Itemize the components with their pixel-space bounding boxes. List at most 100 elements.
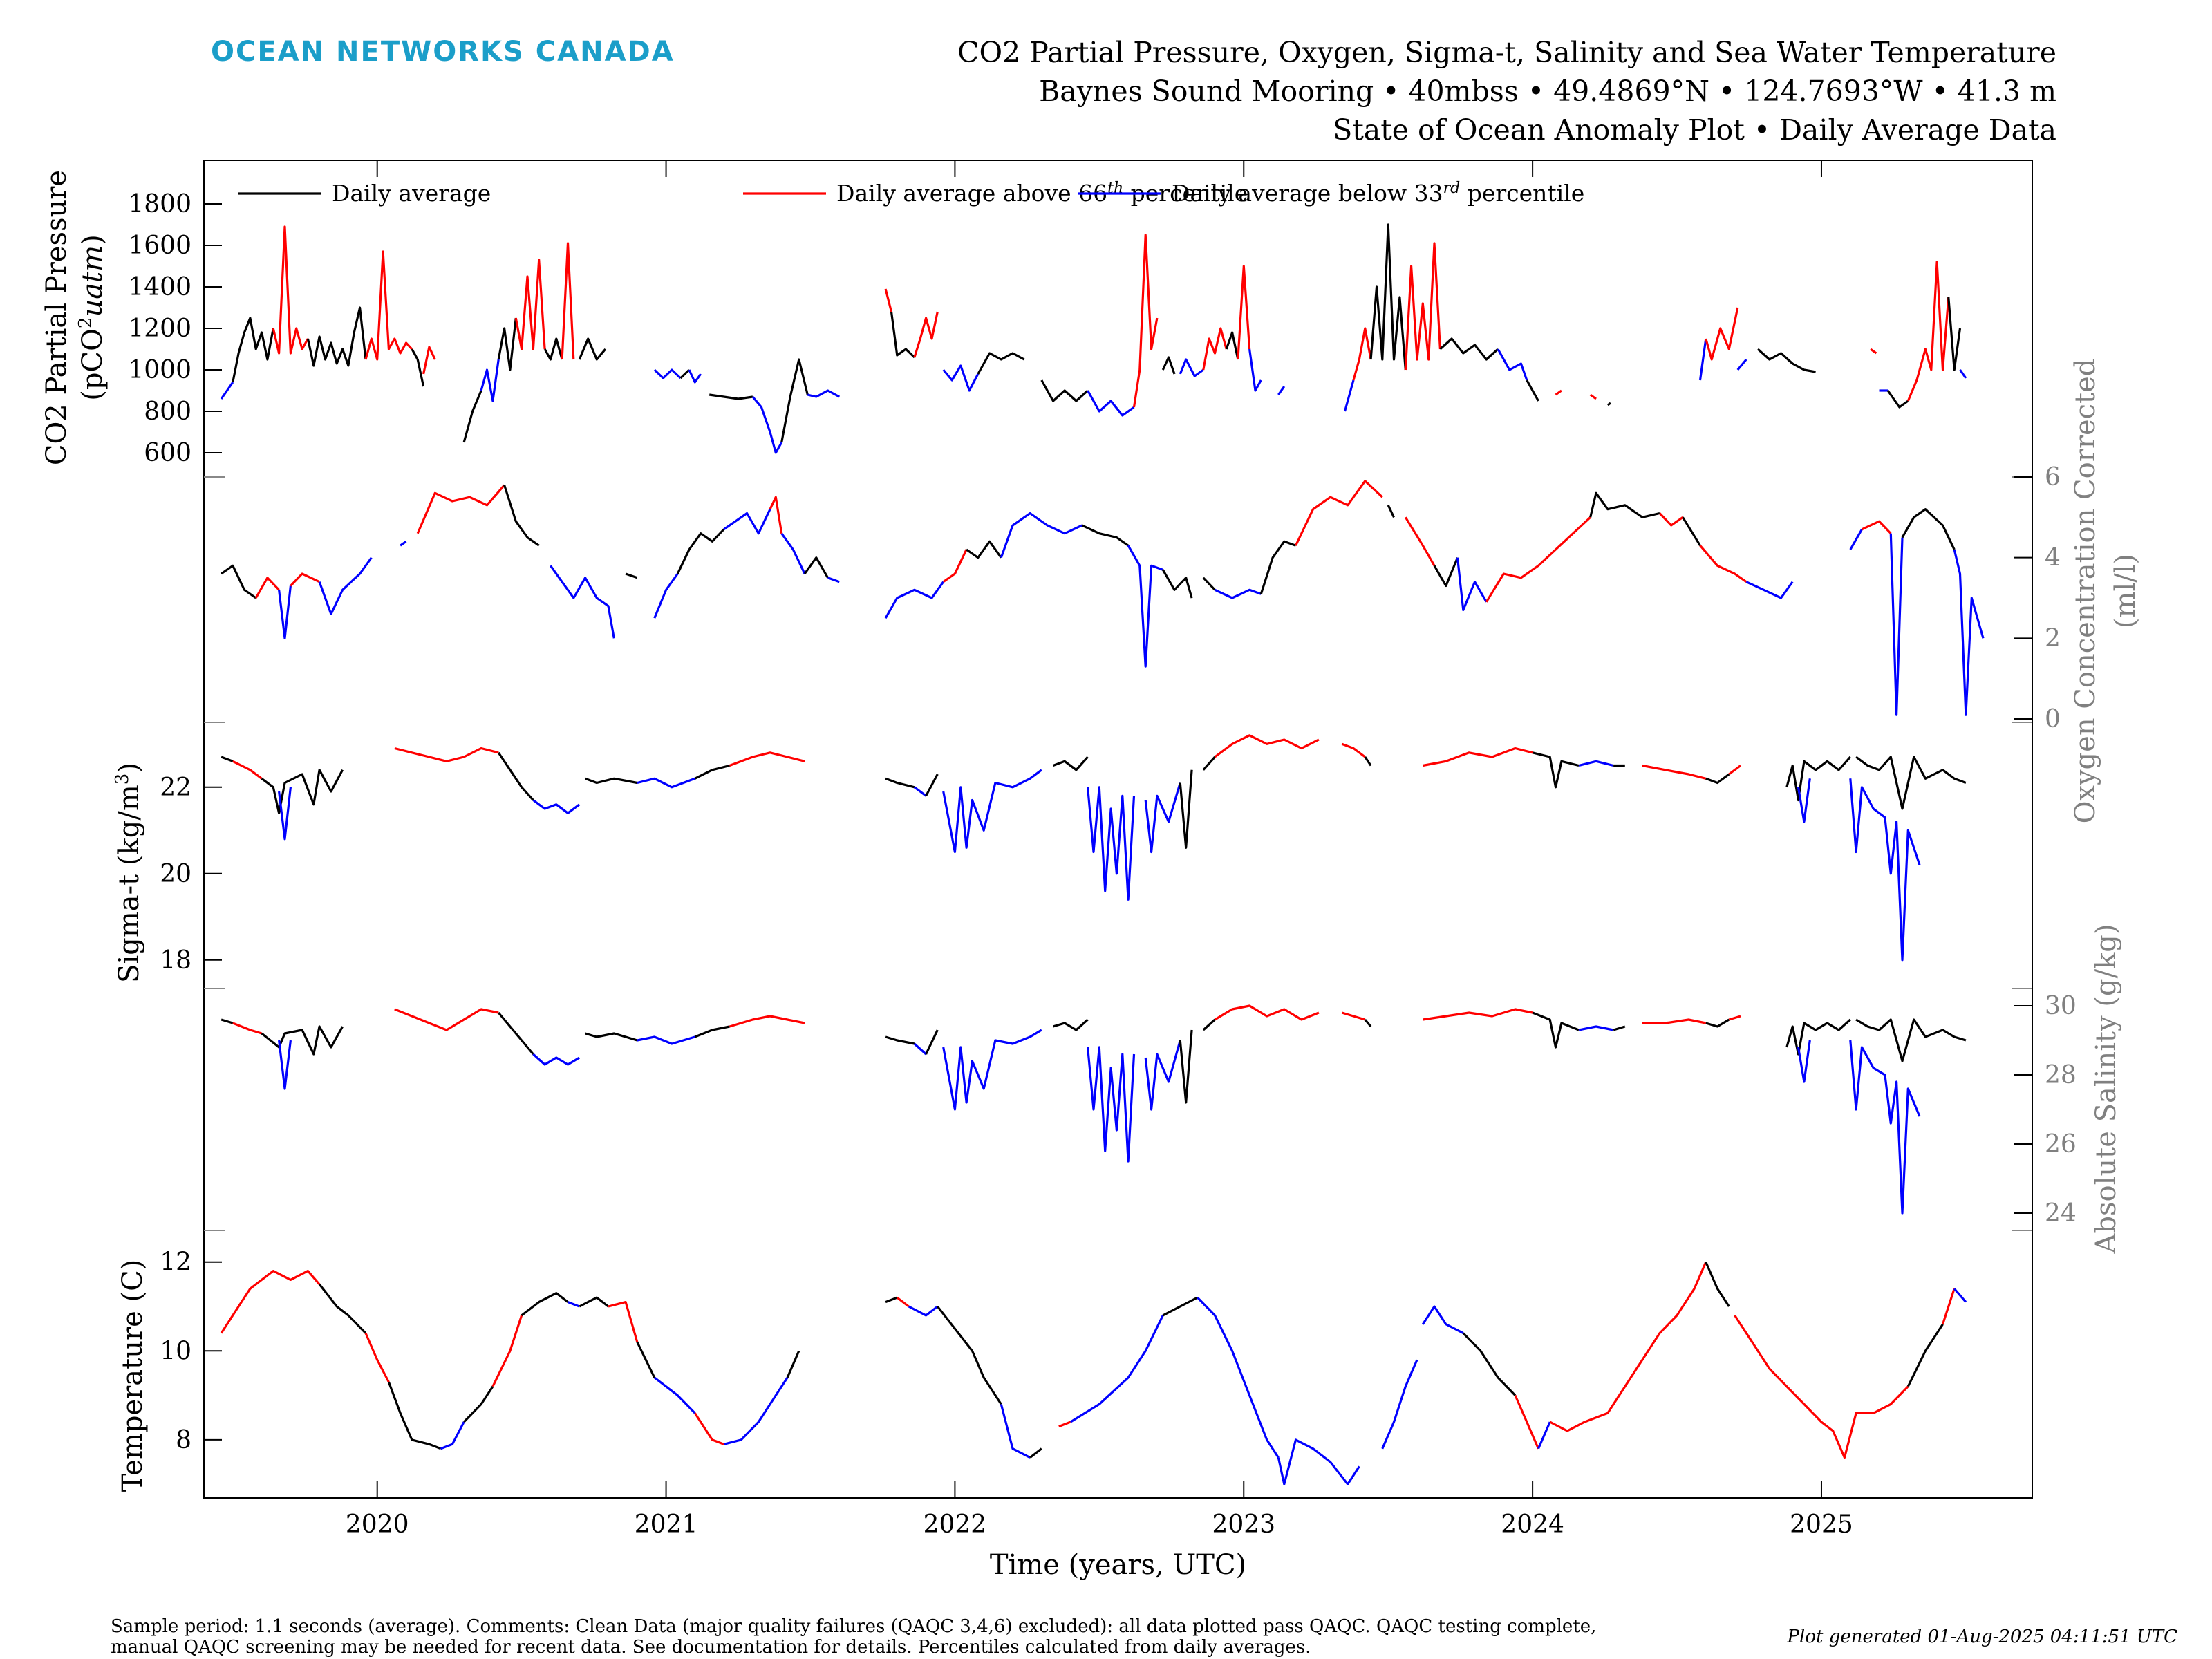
salinity-series-blue (1087, 1046, 1136, 1163)
co2-series-black (497, 317, 517, 371)
sigma_t-series-red (232, 760, 263, 780)
salinity-series-black (585, 1032, 638, 1042)
series-layer (220, 223, 1985, 1485)
temperature-series-blue (1421, 1305, 1464, 1335)
co2-series-red (1132, 234, 1159, 408)
chart-title: CO2 Partial Pressure, Oxygen, Sigma-t, S… (957, 36, 2056, 69)
oxygen-series-red (1699, 545, 1747, 583)
xtick-label: 2020 (346, 1510, 409, 1539)
salinity-ytick-label: 28 (2045, 1061, 2077, 1089)
ticks-layer: 6008001000120014001600180002461820222426… (128, 160, 2077, 1539)
co2-series-black (1369, 223, 1407, 371)
oxygen-ylabel-unit: (ml/l) (2110, 554, 2141, 628)
salinity-series-black (694, 1025, 730, 1038)
salinity-series-black (925, 1029, 939, 1055)
co2-series-red (1237, 265, 1251, 360)
co2-series-black (1526, 379, 1539, 402)
co2-series-red (1555, 389, 1562, 396)
salinity-series-red (1423, 1008, 1533, 1021)
co2-series-blue (1497, 348, 1528, 381)
oxygen-ylabel: Oxygen Concentration Corrected (2070, 359, 2101, 824)
co2-series-red (1352, 327, 1372, 381)
plot-generated-timestamp: Plot generated 01-Aug-2025 04:11:51 UTC (1787, 1627, 2177, 1647)
co2-series-blue (1736, 358, 1747, 371)
sigma_t-series-black (925, 774, 939, 797)
sigma_t-series-blue (1797, 778, 1811, 823)
salinity-series-black (1785, 1018, 1851, 1056)
salinity-series-red (1728, 1015, 1741, 1021)
temperature-series-blue (908, 1305, 939, 1317)
oxygen-series-black (1901, 508, 1956, 550)
salinity-series-blue (1797, 1040, 1811, 1083)
footer-comments: Sample period: 1.1 seconds (average). Co… (111, 1616, 1742, 1658)
co2-series-blue (942, 364, 980, 392)
oxygen-series-black (1589, 491, 1660, 518)
salinity-series-blue (1144, 1040, 1181, 1111)
salinity-series-black (261, 1025, 344, 1056)
oxygen-series-black (1259, 540, 1297, 594)
salinity-ytick-label: 26 (2045, 1130, 2077, 1159)
axis-labels: CO2 Partial Pressure (pCO2uatm) Oxygen Con… (41, 170, 2141, 1581)
sigma_t-series-red (1423, 747, 1533, 767)
oxygen-ytick-label: 4 (2045, 544, 2061, 572)
sigma-t-ylabel: Sigma-t (kg/m3) (112, 762, 145, 983)
co2-series-black (1947, 297, 1962, 371)
salinity-series-red (232, 1022, 263, 1035)
oxygen-series-black (1081, 524, 1130, 547)
oxygen-series-red (1485, 516, 1591, 603)
temperature-series-red (491, 1315, 523, 1387)
temperature-series-black (318, 1283, 367, 1334)
oxygen-series-red (942, 549, 968, 583)
legend-entry: Daily average (332, 180, 491, 207)
sigma_t-series-blue (1144, 782, 1181, 854)
plot-border (203, 160, 2033, 1499)
oxygen-series-blue (1000, 512, 1082, 559)
oxygen-series-blue (653, 573, 679, 619)
oxygen-series-red (290, 572, 320, 587)
co2-ytick-label: 1000 (128, 356, 191, 384)
co2-series-black (709, 393, 753, 400)
brand-logo: OCEAN NETWORKS CANADA (211, 36, 675, 68)
oxygen-series-black (1161, 569, 1193, 599)
chart-subtitle-type: State of Ocean Anomaly Plot • Daily Aver… (1333, 113, 2056, 147)
oxygen-series-red (1658, 512, 1684, 527)
co2-series-blue (480, 359, 500, 402)
co2-series-blue (1087, 390, 1135, 417)
salinity-series-black (1613, 1025, 1626, 1031)
temperature-series-black (1705, 1262, 1730, 1307)
co2-series-black (1886, 390, 1909, 409)
salinity-series-blue (532, 1053, 581, 1066)
sigma_t-series-red (1341, 742, 1366, 758)
co2-series-black (1225, 331, 1239, 360)
sigma_t-series-black (1855, 756, 1967, 810)
sigma_t-series-blue (942, 769, 1042, 854)
co2-series-blue (751, 395, 783, 454)
salinity-series-black (1705, 1018, 1730, 1028)
co2-series-black (411, 348, 425, 387)
temperature-series-red (1058, 1421, 1071, 1428)
sigma_t-series-blue (913, 786, 927, 797)
temperature-series-black (1029, 1447, 1042, 1459)
salinity-series-blue (942, 1029, 1042, 1111)
xtick-label: 2024 (1501, 1510, 1564, 1539)
temperature-series-black (462, 1385, 494, 1423)
sigma_t-series-black (694, 764, 730, 780)
sigma_t-series-black (497, 751, 534, 801)
sigma_t-series-black (1705, 773, 1730, 785)
oxygen-series-blue (400, 540, 407, 547)
temperature-series-red (1941, 1288, 1956, 1325)
temperature-series-black (521, 1292, 569, 1317)
co2-ytick-label: 1600 (128, 232, 191, 260)
sigma_t-series-blue (1849, 778, 1921, 962)
temperature-series-blue (1069, 1315, 1164, 1423)
co2-series-black (1439, 337, 1499, 361)
co2-ylabel-unit: (pCO2uatm) (75, 234, 109, 400)
co2-series-blue (1179, 358, 1204, 377)
temperature-series-black (387, 1381, 442, 1450)
co2-ytick-label: 800 (144, 397, 191, 426)
salinity-series-black (497, 1011, 534, 1056)
co2-series-black (306, 306, 367, 367)
sigma_t-series-black (1052, 756, 1089, 771)
temperature-ytick-label: 10 (160, 1337, 191, 1365)
footer-comment-line2: manual QAQC screening may be needed for … (111, 1637, 1311, 1658)
